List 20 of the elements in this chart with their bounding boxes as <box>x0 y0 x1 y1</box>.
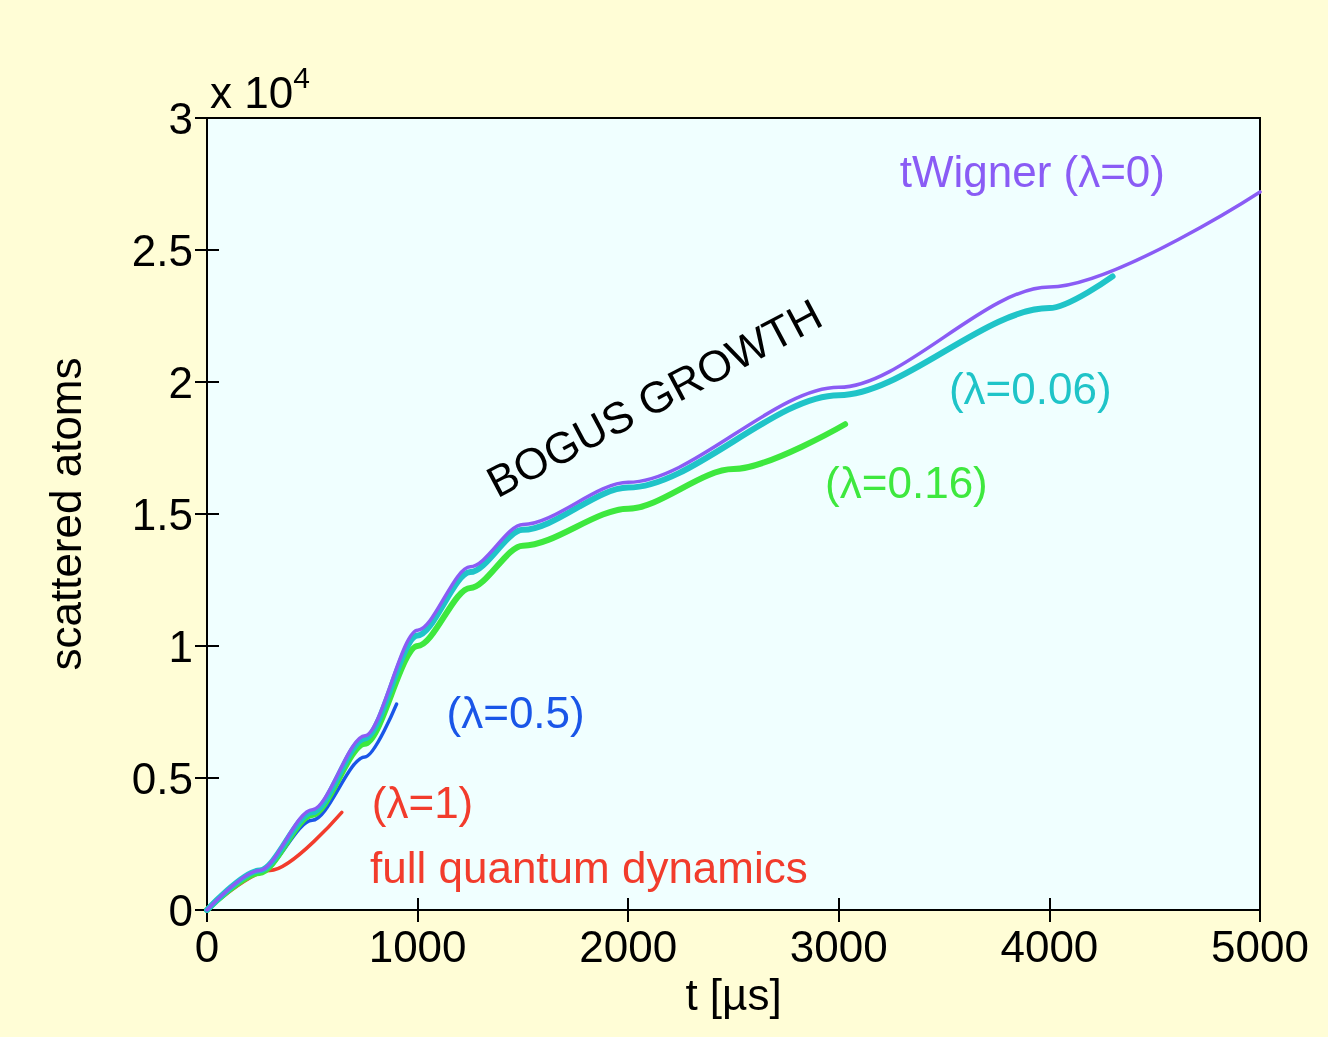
y-tick-label: 1.5 <box>131 489 193 539</box>
x-tick-label: 3000 <box>789 921 888 971</box>
x-axis-title: t [µs] <box>685 970 782 1020</box>
y-axis-title: scattered atoms <box>40 357 90 671</box>
x-tick-label: 4000 <box>1000 921 1099 971</box>
y-tick-label: 1 <box>168 621 193 671</box>
series-label: (λ=0.16) <box>825 457 988 507</box>
x-tick-label: 5000 <box>1211 921 1309 971</box>
series-label: (λ=0.06) <box>948 363 1112 413</box>
y-tick-label: 3 <box>168 93 193 143</box>
y-tick-label: 2.5 <box>131 225 193 275</box>
y-tick-label: 0 <box>168 885 193 935</box>
series-label: (λ=0.5) <box>446 687 585 737</box>
y-tick-label: 0.5 <box>131 753 193 803</box>
series-label: (λ=1) <box>371 777 474 827</box>
series-label: tWigner (λ=0) <box>899 147 1165 197</box>
y-tick-label: 2 <box>168 357 193 407</box>
x-tick-label: 1000 <box>368 921 467 971</box>
annotation: full quantum dynamics <box>370 842 808 892</box>
x-tick-label: 2000 <box>579 921 678 971</box>
